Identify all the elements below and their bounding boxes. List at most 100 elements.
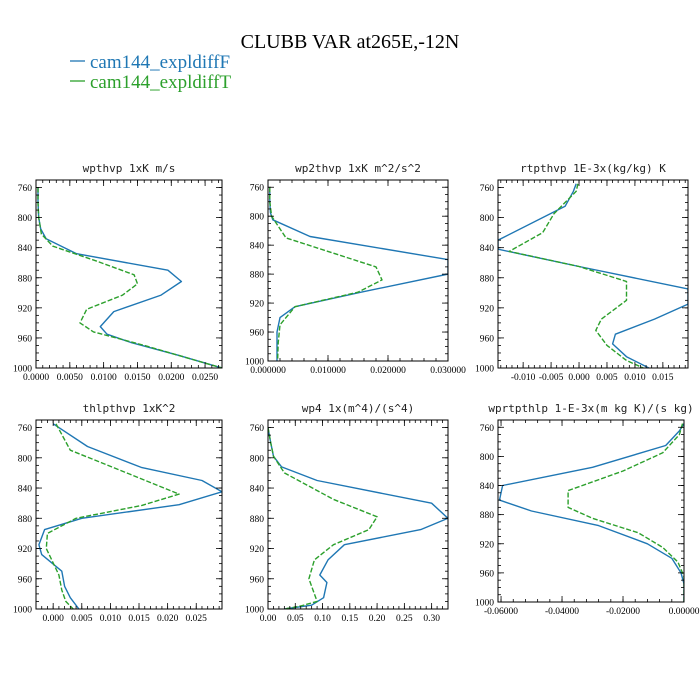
panel-title: wprtpthlp 1-E-3x(m kg K)/(s kg): [488, 402, 693, 415]
y-tick-label: 880: [250, 515, 265, 525]
y-tick-label: 840: [480, 482, 495, 492]
y-tick-label: 880: [480, 511, 495, 521]
plot-frame: [267, 179, 449, 362]
x-tick-label: 0.20: [369, 614, 386, 624]
series-line-0: [268, 427, 448, 609]
plot-frame: [497, 419, 685, 603]
x-tick-label: 0.00000: [669, 607, 700, 617]
x-tick-label: 0.0000: [23, 373, 49, 383]
y-tick-label: 960: [18, 575, 33, 585]
y-tick-label: 840: [250, 242, 265, 252]
series-line-1: [268, 427, 378, 609]
panel-title: wp4 1x(m^4)/(s^4): [302, 402, 415, 415]
y-tick-label: 920: [480, 540, 495, 550]
y-tick-label: 920: [18, 545, 33, 555]
x-tick-label: 0.0200: [158, 373, 184, 383]
series-line-0: [498, 183, 688, 368]
y-tick-label: 960: [480, 569, 495, 579]
panel-1: wp2thvp 1xK m^2/s^2 0.000000 0.010000 0.020…: [245, 162, 466, 376]
series-line-1: [37, 187, 222, 368]
y-tick-label: 1000: [475, 365, 494, 375]
y-tick-label: 1000: [13, 365, 32, 375]
x-tick-label: 0.000: [42, 614, 64, 624]
legend-label-0: cam144_expldiffF: [90, 52, 230, 73]
y-tick-label: 880: [480, 274, 495, 284]
y-tick-label: 960: [250, 329, 265, 339]
x-tick-label: 0.020: [157, 614, 179, 624]
x-tick-label: -0.005: [539, 373, 564, 383]
x-tick-label: -0.06000: [484, 607, 518, 617]
x-tick-label: 0.015: [652, 373, 674, 383]
x-tick-label: 0.020000: [370, 366, 406, 376]
panel-title: thlpthvp 1xK^2: [83, 402, 176, 415]
x-tick-label: 0.010000: [310, 366, 346, 376]
y-tick-label: 840: [480, 244, 495, 254]
y-tick-label: 1000: [475, 599, 494, 609]
x-tick-label: 0.05: [287, 614, 304, 624]
panel-0: wpthvp 1xK m/s 0.0000 0.0050 0.0100 0.0150 0.…: [13, 162, 223, 383]
x-tick-label: 0.000: [568, 373, 590, 383]
plot-frame: [497, 179, 689, 369]
legend-label-1: cam144_expldiffT: [90, 72, 231, 93]
y-tick-label: 920: [480, 304, 495, 314]
x-tick-label: 0.005: [71, 614, 93, 624]
y-tick-label: 760: [18, 424, 33, 434]
x-tick-label: -0.02000: [606, 607, 640, 617]
x-tick-label: 0.030000: [430, 366, 466, 376]
x-tick-label: 0.0150: [124, 373, 150, 383]
y-tick-label: 1000: [13, 606, 32, 616]
plot-frame: [35, 179, 223, 369]
y-tick-label: 920: [250, 300, 265, 310]
panel-2: rtpthvp 1E-3x(kg/kg) K -0.010 -0.005 0.000 0…: [475, 162, 689, 383]
y-tick-label: 800: [18, 214, 33, 224]
x-tick-label: 0.015: [128, 614, 150, 624]
x-tick-label: 0.00: [260, 614, 277, 624]
legend: cam144_expldiffF cam144_expldiffT: [70, 52, 231, 93]
panel-title: rtpthvp 1E-3x(kg/kg) K: [520, 162, 666, 175]
y-tick-label: 1000: [245, 358, 264, 368]
y-tick-label: 760: [480, 424, 495, 434]
y-tick-label: 800: [480, 214, 495, 224]
panel-grid: wpthvp 1xK m/s 0.0000 0.0050 0.0100 0.0150 0.…: [13, 162, 700, 624]
y-tick-label: 840: [18, 485, 33, 495]
y-tick-label: 920: [250, 545, 265, 555]
panel-5: wprtpthlp 1-E-3x(m kg K)/(s kg) -0.06000 -…: [475, 402, 700, 617]
y-tick-label: 760: [18, 184, 33, 194]
y-tick-label: 960: [18, 334, 33, 344]
series-line-0: [498, 423, 684, 602]
series-line-0: [37, 187, 222, 368]
y-tick-label: 760: [480, 184, 495, 194]
series-line-1: [508, 183, 644, 368]
x-tick-label: 0.010: [624, 373, 646, 383]
y-tick-label: 800: [250, 213, 265, 223]
y-tick-label: 800: [250, 454, 265, 464]
x-tick-label: 0.10: [314, 614, 331, 624]
x-tick-label: 0.30: [423, 614, 440, 624]
figure-title: CLUBB VAR at265E,-12N: [241, 31, 460, 53]
panel-title: wpthvp 1xK m/s: [83, 162, 176, 175]
y-tick-label: 760: [250, 424, 265, 434]
x-tick-label: 0.0050: [57, 373, 83, 383]
x-tick-label: 0.010: [100, 614, 122, 624]
y-tick-label: 960: [480, 334, 495, 344]
x-tick-label: -0.010: [511, 373, 536, 383]
x-tick-label: 0.0100: [91, 373, 117, 383]
y-tick-label: 960: [250, 575, 265, 585]
x-tick-label: 0.025: [186, 614, 208, 624]
y-tick-label: 800: [480, 453, 495, 463]
series-line-1: [269, 187, 383, 361]
panel-4: wp4 1x(m^4)/(s^4) 0.00 0.05 0.10 0.15 0.20 0.2…: [245, 402, 449, 624]
series-line-0: [269, 187, 448, 361]
x-tick-label: 0.000000: [250, 366, 286, 376]
x-tick-label: 0.005: [596, 373, 618, 383]
x-tick-label: -0.04000: [545, 607, 579, 617]
panel-title: wp2thvp 1xK m^2/s^2: [295, 162, 421, 175]
x-tick-label: 0.15: [342, 614, 359, 624]
y-tick-label: 880: [18, 515, 33, 525]
x-tick-label: 0.0250: [192, 373, 218, 383]
series-line-1: [567, 423, 684, 602]
plot-frame: [35, 419, 223, 610]
series-line-0: [38, 423, 222, 609]
x-tick-label: 0.25: [396, 614, 413, 624]
